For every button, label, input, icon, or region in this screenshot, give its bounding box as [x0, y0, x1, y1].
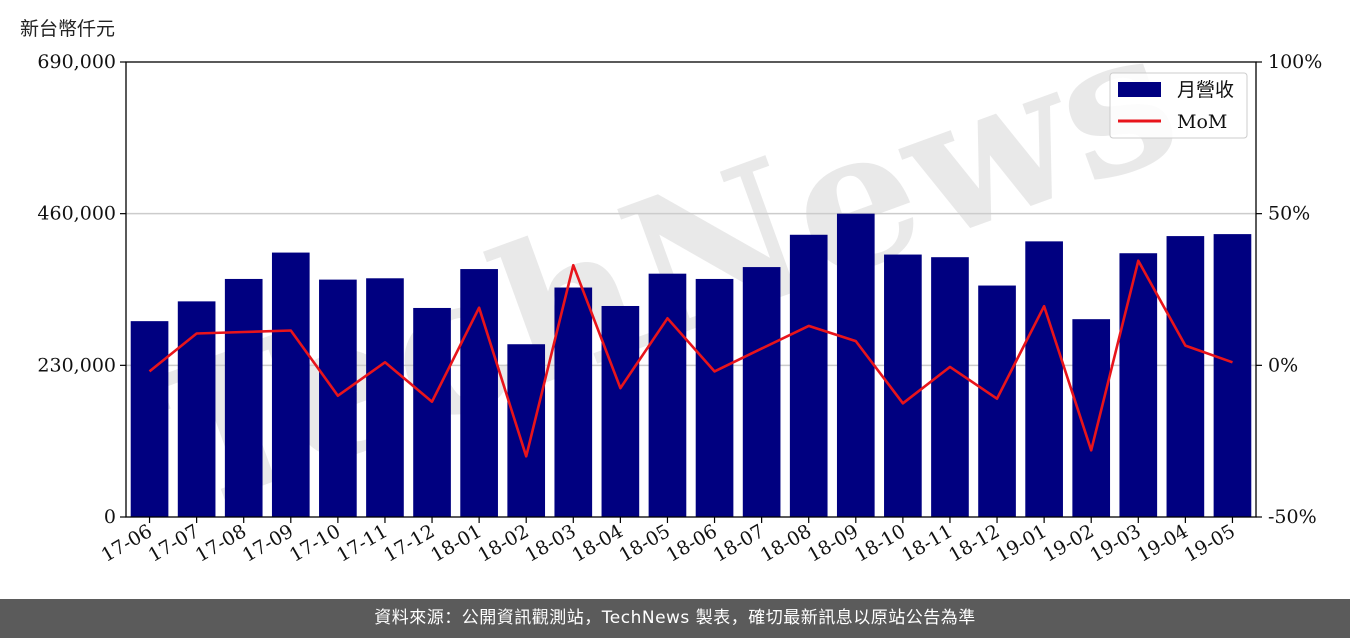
revenue-chart: TechNews 0230,000460,000690,000-50%0%50%… [37, 0, 1322, 567]
left-tick-label: 690,000 [37, 51, 116, 73]
x-tick-label-18-11: 18-11 [898, 520, 956, 566]
bar-18-05 [648, 273, 687, 517]
x-tick-label-18-07: 18-07 [710, 520, 768, 566]
bar-19-05 [1213, 234, 1252, 517]
legend: 月營收 MoM [1109, 72, 1248, 139]
x-tick-label-18-02: 18-02 [474, 520, 532, 566]
bar-series [130, 213, 1252, 518]
x-tick-label-18-09: 18-09 [804, 520, 862, 566]
gridlines [126, 212, 1256, 367]
x-tick-label-17-07: 17-07 [145, 520, 203, 566]
bar-19-04 [1166, 236, 1205, 517]
legend-label-revenue: 月營收 [1177, 79, 1234, 101]
source-footer: 資料來源：公開資訊觀測站，TechNews 製表，確切最新訊息以原站公告為準 [0, 599, 1350, 638]
x-tick-label-18-10: 18-10 [851, 520, 909, 566]
bar-19-01 [1025, 241, 1063, 518]
bar-17-06 [130, 321, 169, 517]
x-tick-label-17-12: 17-12 [380, 520, 438, 566]
bar-17-12 [413, 307, 451, 517]
bar-18-08 [789, 234, 828, 517]
bar-17-08 [224, 278, 263, 517]
bar-18-03 [554, 287, 593, 517]
bar-18-02 [507, 344, 546, 517]
x-tick-label-18-08: 18-08 [757, 520, 815, 566]
legend-label-mom: MoM [1177, 111, 1227, 133]
x-tick-label-17-11: 17-11 [333, 520, 391, 566]
x-tick-label-19-03: 19-03 [1086, 520, 1144, 566]
x-tick-label-17-10: 17-10 [286, 520, 344, 566]
bar-17-11 [366, 278, 404, 517]
bar-18-06 [695, 278, 734, 517]
right-tick-label: 100% [1268, 51, 1322, 73]
x-tick-label-19-04: 19-04 [1133, 520, 1191, 566]
bar-18-04 [601, 305, 640, 517]
bar-18-11 [931, 257, 969, 517]
legend-swatch-bar [1118, 82, 1161, 97]
x-tick-label-19-02: 19-02 [1039, 520, 1097, 566]
bar-19-03 [1119, 253, 1158, 518]
x-tick-label-19-05: 19-05 [1181, 520, 1239, 566]
mom-line [148, 259, 1233, 458]
x-tick-label-18-04: 18-04 [568, 520, 626, 566]
bar-17-10 [319, 279, 357, 517]
y-axis-unit-label: 新台幣仟元 [20, 18, 116, 40]
bar-17-09 [271, 252, 310, 518]
x-tick-label-19-01: 19-01 [992, 520, 1050, 566]
right-tick-label: 50% [1268, 203, 1310, 225]
x-tick-label-18-05: 18-05 [616, 520, 674, 566]
bar-18-07 [742, 267, 781, 517]
x-tick-label-18-01: 18-01 [427, 520, 485, 566]
left-tick-label: 460,000 [37, 203, 116, 225]
left-tick-label: 230,000 [37, 354, 116, 376]
bar-18-09 [836, 213, 875, 517]
bar-19-02 [1072, 319, 1111, 517]
bar-18-12 [978, 285, 1016, 517]
x-tick-label-18-03: 18-03 [521, 520, 579, 566]
plot-frame [125, 61, 1257, 518]
right-tick-label: -50% [1268, 506, 1317, 528]
x-tick-label-18-06: 18-06 [663, 520, 721, 566]
x-tick-label-18-12: 18-12 [945, 520, 1003, 566]
bar-17-07 [177, 301, 216, 517]
bar-18-01 [460, 269, 498, 517]
left-tick-label: 0 [104, 506, 116, 528]
mom-line-series [148, 259, 1233, 458]
right-tick-label: 0% [1268, 354, 1298, 376]
